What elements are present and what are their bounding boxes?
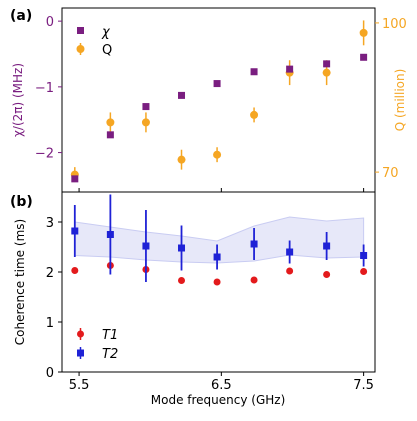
legend-q-dot <box>76 45 85 53</box>
t1-point <box>323 271 331 278</box>
t1-point <box>71 267 79 274</box>
t2-point <box>106 231 114 238</box>
legend-t1-label: T1 <box>102 328 118 343</box>
panel-a-marks <box>70 20 368 183</box>
legend-q-label: Q <box>102 43 112 58</box>
panel-b-marks <box>71 194 368 286</box>
legend-t2-marker <box>77 347 84 359</box>
legend-t1-dot <box>77 330 84 338</box>
q-point <box>213 150 222 159</box>
left-tick-label: 0 <box>46 15 54 30</box>
panel-b-y-axis: 0 1 2 3 <box>46 216 62 381</box>
t1-point <box>213 278 221 286</box>
panel-b-label: (b) <box>10 194 33 210</box>
q-point <box>322 68 331 77</box>
t1-point <box>250 276 258 284</box>
chi-point <box>178 91 186 99</box>
left-tick-label: −1 <box>35 81 54 96</box>
panel-a-ylabel-right: Q (million) <box>393 69 407 132</box>
x-tick-label: 7.5 <box>353 378 374 393</box>
t1-point <box>178 277 186 284</box>
panel-b: (b) 0 1 2 3 5.5 6.5 7.5 Coherence time (ms) M… <box>10 191 376 407</box>
left-tick-label: −2 <box>35 147 54 162</box>
panel-b-xlabel: Mode frequency (GHz) <box>151 393 286 407</box>
q-point <box>250 110 259 119</box>
t2-point <box>71 227 79 235</box>
legend-t1-marker <box>77 328 84 340</box>
t2-point <box>142 242 150 250</box>
panel-b-x-axis: 5.5 6.5 7.5 <box>69 372 374 393</box>
right-tick-label: 70 <box>382 166 399 181</box>
q-point <box>106 118 115 127</box>
t2-point <box>360 252 368 259</box>
legend-chi-marker <box>77 27 84 34</box>
x-tick-label: 6.5 <box>211 378 232 393</box>
panel-b-ylabel: Coherence time (ms) <box>13 219 27 345</box>
panel-a-right-axis: 70 100 <box>375 17 407 181</box>
t2-point <box>323 242 331 250</box>
legend-chi-label: χ <box>101 25 111 40</box>
legend-t2-label: T2 <box>102 347 118 362</box>
panel-b-legend: T1 T2 <box>77 328 118 362</box>
panel-a-legend: χ Q <box>76 25 112 58</box>
panel-a-ylabel-left: χ/(2π) (MHz) <box>11 63 25 137</box>
chi-point <box>323 60 331 68</box>
chi-point <box>360 53 368 61</box>
panel-b-frame <box>61 191 376 373</box>
x-tick-label: 5.5 <box>69 378 90 393</box>
t1-point <box>360 268 368 275</box>
y-tick-label: 2 <box>46 266 54 281</box>
y-tick-label: 1 <box>46 316 54 331</box>
chi-point <box>106 131 114 139</box>
chi-point <box>250 68 258 76</box>
t2-point <box>286 248 294 256</box>
panel-a-label: (a) <box>10 8 32 24</box>
chi-point <box>142 103 150 111</box>
panel-a-left-axis: 0 −1 −2 <box>35 15 365 192</box>
chi-point <box>71 175 79 183</box>
q-point <box>177 155 186 164</box>
y-tick-label: 3 <box>46 216 54 231</box>
right-tick-label: 100 <box>382 17 407 32</box>
t1-point <box>286 267 294 275</box>
q-point <box>141 118 150 127</box>
t2-point <box>213 253 221 261</box>
panel-a: (a) 0 −1 −2 70 100 χ/(2π) (MHz) Q (million)… <box>10 7 407 193</box>
legend-t2-square <box>77 349 84 357</box>
t2-point <box>178 244 186 252</box>
t2-point <box>250 240 258 248</box>
q-point <box>359 28 368 37</box>
chi-point <box>286 65 294 73</box>
legend-q-marker <box>76 43 85 55</box>
y-tick-label: 0 <box>46 366 54 381</box>
chi-point <box>213 80 221 88</box>
